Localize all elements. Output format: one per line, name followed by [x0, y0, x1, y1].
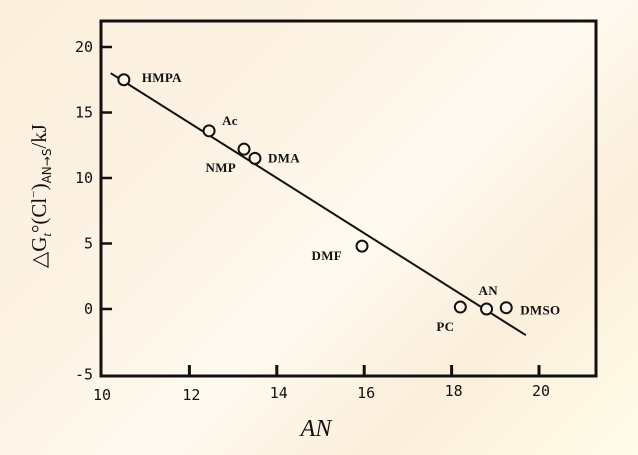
point-labels: HMPA Ac NMP DMA DMF PC AN DMSO	[142, 70, 560, 334]
y-tick-label: 5	[84, 235, 93, 253]
y-axis-title: △Gt°(Cl−)AN→S/kJ	[26, 124, 54, 268]
data-point-dma	[248, 151, 262, 165]
y-tick-label: 0	[84, 300, 93, 318]
fit-line	[110, 72, 527, 337]
point-label-an: AN	[479, 283, 499, 298]
x-tick-label: 20	[532, 382, 550, 400]
y-tick-label: -5	[75, 366, 93, 384]
point-label-ac: Ac	[222, 113, 238, 128]
point-label-dmso: DMSO	[520, 303, 560, 318]
point-label-hmpa: HMPA	[142, 70, 182, 85]
y-tick-label: 10	[75, 169, 93, 187]
data-point-an	[480, 302, 494, 316]
point-label-pc: PC	[436, 319, 454, 334]
axes: 10 12 14 16 18 20 -5 0 5 10 15 20	[75, 38, 550, 404]
x-tick-label: 10	[93, 386, 111, 404]
x-tick-label: 12	[182, 386, 200, 404]
data-point-dmso	[499, 301, 513, 315]
data-point-dmf	[355, 239, 369, 253]
point-label-dmf: DMF	[312, 248, 343, 263]
regression-line	[110, 72, 527, 337]
y-tick-label: 20	[75, 38, 93, 56]
x-tick-label: 16	[357, 384, 375, 402]
plot-frame	[99, 19, 598, 378]
data-points	[117, 73, 513, 316]
data-point-hmpa	[117, 73, 131, 87]
data-point-ac	[202, 124, 216, 138]
data-point-pc	[453, 300, 467, 314]
data-point-nmp	[237, 142, 251, 156]
x-axis-title: AN	[299, 416, 334, 442]
x-tick-label: 14	[270, 384, 288, 402]
point-label-dma: DMA	[268, 150, 300, 165]
y-tick-label: 15	[75, 104, 93, 122]
plot-border	[99, 19, 598, 378]
x-tick-label: 18	[445, 382, 463, 400]
point-label-nmp: NMP	[206, 160, 237, 175]
